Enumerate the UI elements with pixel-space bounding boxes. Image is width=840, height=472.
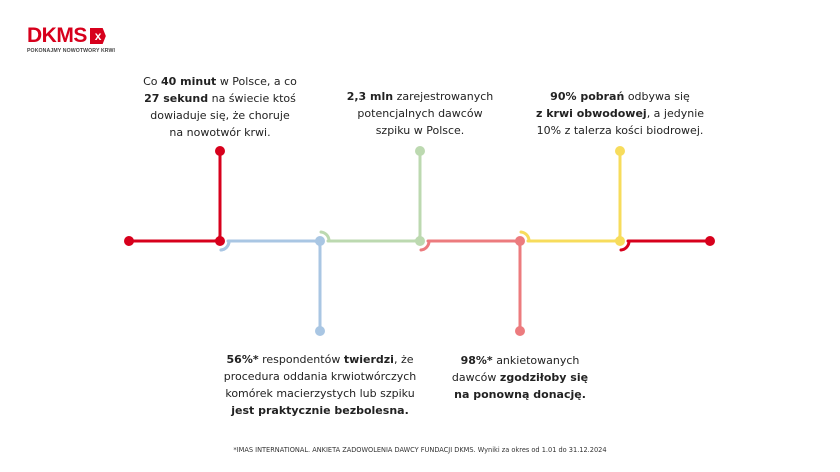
fact-line: 2,3 mln zarejestrowanych	[347, 88, 494, 105]
fact-line: jest praktycznie bezbolesna.	[224, 402, 417, 419]
text-run: zarejestrowanych	[393, 90, 494, 103]
highlight-text: 98%*	[460, 354, 493, 367]
fact-text-red: Co 40 minut w Polsce, a co 27 sekund na ś…	[143, 73, 297, 141]
highlight-text: twierdzi	[343, 353, 394, 366]
fact-line: 98%* ankietowanych	[452, 352, 588, 369]
endpoint-dot	[705, 236, 715, 246]
logo-text: DKMS	[27, 24, 87, 47]
fact-line: dowiaduje się, że choruje	[143, 107, 297, 124]
line-segment-pink	[426, 239, 522, 333]
fact-line: 10% z talerza kości biodrowej.	[536, 122, 704, 139]
stop-dot-red	[215, 146, 225, 156]
junction-dot-blue	[315, 236, 325, 246]
text-run: , a jedynie	[646, 107, 705, 120]
highlight-text: na ponowną donację.	[454, 388, 586, 401]
highlight-text: 27 sekund	[144, 92, 209, 105]
text-run: Co	[143, 75, 162, 88]
fact-text-blue: 56%* respondentów twierdzi, że procedura …	[224, 351, 417, 419]
dkms-logo: DKMS x POKONAJMY NOWOTWORY KRWI	[27, 24, 116, 54]
stop-dot-blue	[315, 326, 325, 336]
fact-line: 90% pobrań odbywa się	[536, 88, 704, 105]
fact-text-green: 2,3 mln zarejestrowanych potencjalnych da…	[347, 88, 494, 139]
highlight-text: zgodziłoby się	[499, 371, 589, 384]
line-segment-green	[326, 149, 422, 243]
text-run: na świecie ktoś	[208, 92, 296, 105]
fact-text-yellow: 90% pobrań odbywa się z krwi obwodowej, a…	[536, 88, 704, 139]
logo-tagline: POKONAJMY NOWOTWORY KRWI	[27, 48, 116, 54]
junction-dot-yellow	[615, 236, 625, 246]
text-run: szpiku w Polsce.	[375, 124, 465, 137]
fact-line: dawców zgodziłoby się	[452, 369, 588, 386]
fact-line: szpiku w Polsce.	[347, 122, 494, 139]
text-run: odbywa się	[624, 90, 690, 103]
line-segment-yellow	[526, 149, 622, 243]
junction-dot-green	[415, 236, 425, 246]
text-run: dowiaduje się, że choruje	[150, 109, 290, 122]
junction-arc	[619, 240, 631, 252]
junction-arc	[419, 240, 431, 252]
highlight-text: 90% pobrań	[550, 90, 625, 103]
fact-line: potencjalnych dawców	[347, 105, 494, 122]
fact-line: 56%* respondentów twierdzi, że	[224, 351, 417, 368]
footnote: *IMAS INTERNATIONAL. ANKIETA ZADOWOLENIA…	[233, 446, 607, 454]
text-run: , że	[393, 353, 414, 366]
fact-text-pink: 98%* ankietowanych dawców zgodziłoby się n…	[452, 352, 588, 403]
junction-dot-red	[215, 236, 225, 246]
junction-arc	[219, 240, 231, 252]
highlight-text: 40 minut	[161, 75, 217, 88]
highlight-text: jest praktycznie bezbolesna.	[231, 404, 409, 417]
text-run: respondentów	[258, 353, 344, 366]
junction-arc	[319, 230, 331, 242]
text-run: ankietowanych	[492, 354, 580, 367]
line-segment-blue	[226, 239, 322, 333]
text-run: potencjalnych dawców	[357, 107, 483, 120]
text-run: komórek macierzystych lub szpiku	[225, 387, 415, 400]
junction-dot-pink	[515, 236, 525, 246]
logo-mark: x	[89, 28, 106, 44]
fact-line: komórek macierzystych lub szpiku	[224, 385, 417, 402]
highlight-text: z krwi obwodowej	[535, 107, 647, 120]
stop-dot-green	[415, 146, 425, 156]
fact-line: na ponowną donację.	[452, 386, 588, 403]
endpoint-dot	[124, 236, 134, 246]
fact-line: procedura oddania krwiotwórczych	[224, 368, 417, 385]
fact-line: Co 40 minut w Polsce, a co	[143, 73, 297, 90]
stop-dot-yellow	[615, 146, 625, 156]
text-run: procedura oddania krwiotwórczych	[223, 370, 417, 383]
stop-dot-pink	[515, 326, 525, 336]
text-run: w Polsce, a co	[216, 75, 297, 88]
fact-line: na nowotwór krwi.	[143, 124, 297, 141]
highlight-text: 56%*	[226, 353, 259, 366]
text-run: na nowotwór krwi.	[169, 126, 271, 139]
text-run: dawców	[451, 371, 500, 384]
fact-line: z krwi obwodowej, a jedynie	[536, 105, 704, 122]
fact-line: 27 sekund na świecie ktoś	[143, 90, 297, 107]
line-segment-red	[127, 149, 222, 243]
highlight-text: 2,3 mln	[346, 90, 394, 103]
text-run: 10% z talerza kości biodrowej.	[536, 124, 704, 137]
junction-arc	[519, 230, 531, 242]
